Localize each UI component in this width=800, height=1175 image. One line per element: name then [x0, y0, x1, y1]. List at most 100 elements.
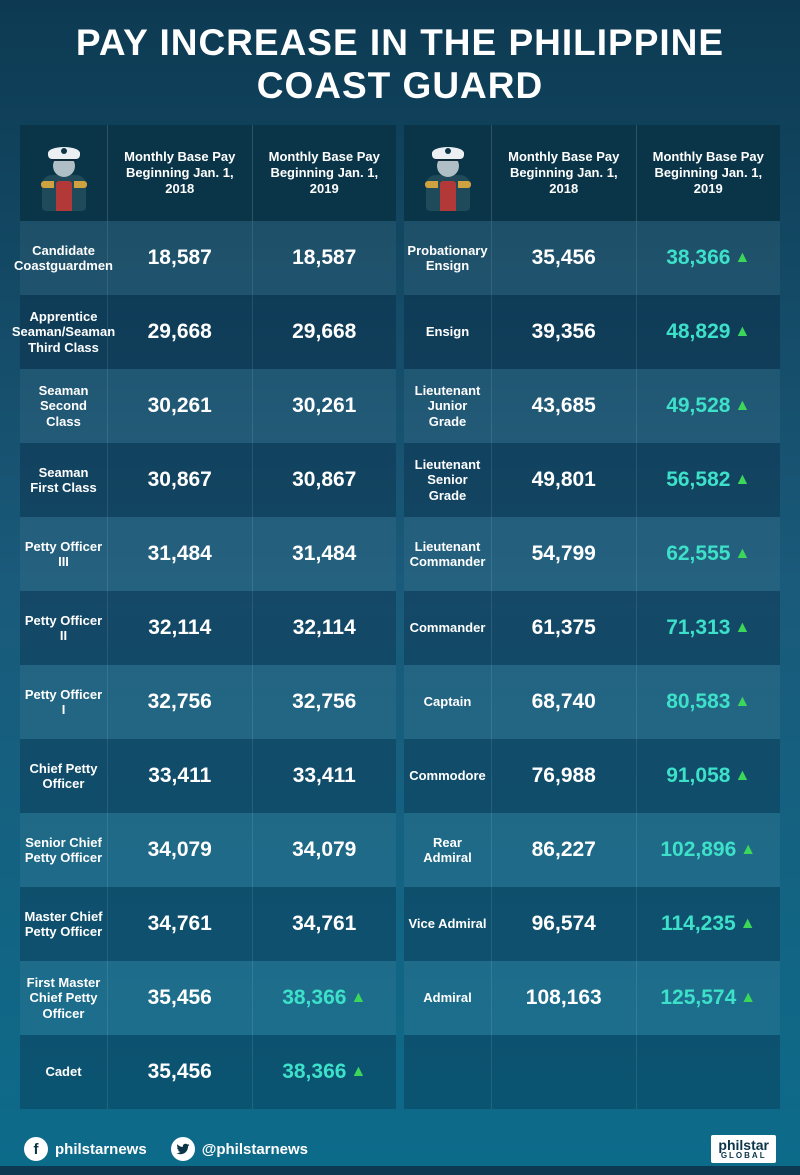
header-2019: Monthly Base Pay Beginning Jan. 1, 2019	[637, 125, 781, 221]
value-2019: 34,079	[253, 813, 397, 887]
rank-label: Cadet	[20, 1035, 108, 1109]
table-row: Probationary Ensign35,45638,366▲	[404, 221, 780, 295]
table-row-empty	[404, 1035, 780, 1109]
value-2019: 32,114	[253, 591, 397, 665]
table-row: Lieutenant Senior Grade49,80156,582▲	[404, 443, 780, 517]
table-row: Lieutenant Commander54,79962,555▲	[404, 517, 780, 591]
value-2018: 32,114	[108, 591, 253, 665]
value-2019: 38,366▲	[253, 961, 397, 1035]
value-2019: 29,668	[253, 295, 397, 369]
value-2019: 125,574▲	[637, 961, 781, 1035]
value-2019: 33,411	[253, 739, 397, 813]
value-2018: 18,587	[108, 221, 253, 295]
value-2019: 31,484	[253, 517, 397, 591]
value-2018: 86,227	[492, 813, 637, 887]
value-2018: 35,456	[108, 961, 253, 1035]
header-2018: Monthly Base Pay Beginning Jan. 1, 2018	[492, 125, 637, 221]
value-2018: 35,456	[108, 1035, 253, 1109]
table-row: Ensign39,35648,829▲	[404, 295, 780, 369]
rank-label: Ensign	[404, 295, 492, 369]
increase-arrow-icon: ▲	[740, 989, 756, 1007]
value-2019: 80,583▲	[637, 665, 781, 739]
increase-arrow-icon: ▲	[350, 1063, 366, 1081]
value-2019: 49,528▲	[637, 369, 781, 443]
table-row: Candidate Coastguardmen18,58718,587	[20, 221, 396, 295]
rank-label: Chief Petty Officer	[20, 739, 108, 813]
value-2018: 76,988	[492, 739, 637, 813]
increase-arrow-icon: ▲	[350, 989, 366, 1007]
increase-arrow-icon: ▲	[734, 693, 750, 711]
value-2018: 35,456	[492, 221, 637, 295]
social-links: f philstarnews @philstarnews	[24, 1137, 308, 1161]
value-2018: 39,356	[492, 295, 637, 369]
table-row: Commodore76,98891,058▲	[404, 739, 780, 813]
page-header: PAY INCREASE IN THE PHILIPPINE COAST GUA…	[0, 0, 800, 125]
rank-label: Commodore	[404, 739, 492, 813]
facebook-handle: philstarnews	[55, 1141, 147, 1158]
rank-label: Commander	[404, 591, 492, 665]
table-row: Chief Petty Officer33,41133,411	[20, 739, 396, 813]
table-row: Admiral108,163125,574▲	[404, 961, 780, 1035]
value-2019: 91,058▲	[637, 739, 781, 813]
value-2018: 32,756	[108, 665, 253, 739]
rank-label	[404, 1035, 492, 1109]
rank-label: Seaman First Class	[20, 443, 108, 517]
rank-label: Lieutenant Senior Grade	[404, 443, 492, 517]
table-row: Captain68,74080,583▲	[404, 665, 780, 739]
increase-arrow-icon: ▲	[734, 323, 750, 341]
tables-wrap: Monthly Base Pay Beginning Jan. 1, 2018M…	[0, 125, 800, 1109]
table-row: Seaman First Class30,86730,867	[20, 443, 396, 517]
table-row: Commander61,37571,313▲	[404, 591, 780, 665]
rank-label: Admiral	[404, 961, 492, 1035]
left-table: Monthly Base Pay Beginning Jan. 1, 2018M…	[20, 125, 396, 1109]
value-2018: 31,484	[108, 517, 253, 591]
twitter-handle: @philstarnews	[202, 1141, 308, 1158]
rank-label: Apprentice Seaman/Seaman Third Class	[20, 295, 108, 369]
table-header: Monthly Base Pay Beginning Jan. 1, 2018M…	[20, 125, 396, 221]
value-2018: 49,801	[492, 443, 637, 517]
twitter-icon	[171, 1137, 195, 1161]
value-2018: 54,799	[492, 517, 637, 591]
increase-arrow-icon: ▲	[740, 841, 756, 859]
value-2019: 56,582▲	[637, 443, 781, 517]
value-2018: 34,761	[108, 887, 253, 961]
rank-label: Captain	[404, 665, 492, 739]
value-2018: 33,411	[108, 739, 253, 813]
increase-arrow-icon: ▲	[734, 545, 750, 563]
table-header: Monthly Base Pay Beginning Jan. 1, 2018M…	[404, 125, 780, 221]
rank-label: Master Chief Petty Officer	[20, 887, 108, 961]
rank-label: Petty Officer III	[20, 517, 108, 591]
value-2019	[637, 1035, 781, 1109]
value-2018: 68,740	[492, 665, 637, 739]
table-row: Lieutenant Junior Grade43,68549,528▲	[404, 369, 780, 443]
value-2019: 71,313▲	[637, 591, 781, 665]
coastguard-icon	[420, 135, 476, 211]
table-row: Petty Officer III31,48431,484	[20, 517, 396, 591]
table-row: Senior Chief Petty Officer34,07934,079	[20, 813, 396, 887]
increase-arrow-icon: ▲	[734, 249, 750, 267]
value-2019: 38,366▲	[253, 1035, 397, 1109]
rank-label: Petty Officer I	[20, 665, 108, 739]
value-2019: 48,829▲	[637, 295, 781, 369]
value-2019: 62,555▲	[637, 517, 781, 591]
value-2018: 30,867	[108, 443, 253, 517]
table-row: Petty Officer II32,11432,114	[20, 591, 396, 665]
value-2018: 61,375	[492, 591, 637, 665]
value-2019: 30,867	[253, 443, 397, 517]
table-row: Rear Admiral86,227102,896▲	[404, 813, 780, 887]
value-2018: 30,261	[108, 369, 253, 443]
table-row: Petty Officer I32,75632,756	[20, 665, 396, 739]
header-icon-cell	[20, 125, 108, 221]
twitter-link[interactable]: @philstarnews	[171, 1137, 308, 1161]
increase-arrow-icon: ▲	[734, 397, 750, 415]
increase-arrow-icon: ▲	[734, 767, 750, 785]
header-2018: Monthly Base Pay Beginning Jan. 1, 2018	[108, 125, 253, 221]
rank-label: Lieutenant Commander	[404, 517, 492, 591]
table-row: Seaman Second Class30,26130,261	[20, 369, 396, 443]
increase-arrow-icon: ▲	[734, 619, 750, 637]
rank-label: Petty Officer II	[20, 591, 108, 665]
table-row: Vice Admiral96,574114,235▲	[404, 887, 780, 961]
facebook-link[interactable]: f philstarnews	[24, 1137, 147, 1161]
facebook-icon: f	[24, 1137, 48, 1161]
header-2019: Monthly Base Pay Beginning Jan. 1, 2019	[253, 125, 397, 221]
